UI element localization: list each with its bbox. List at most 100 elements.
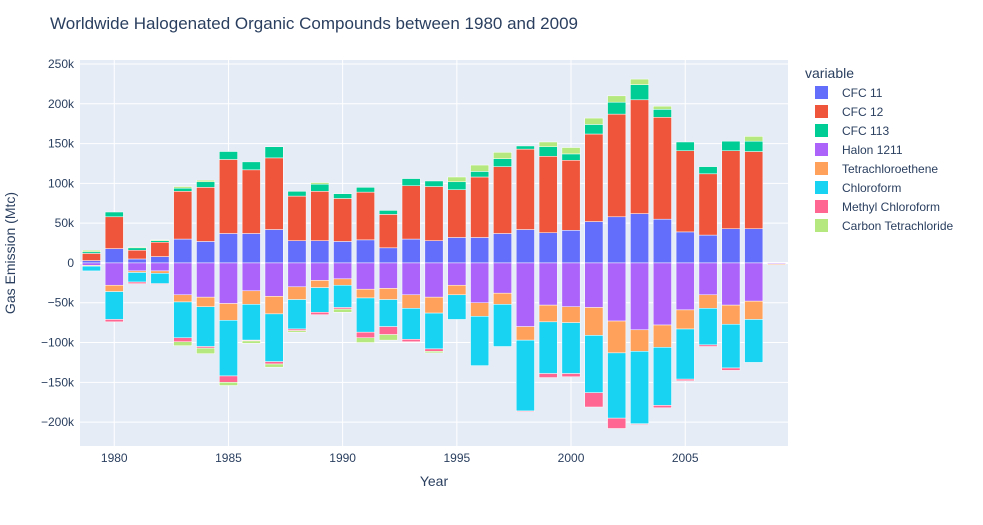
bar-cfc-11-2003 xyxy=(630,213,649,264)
bar-carbon-tetrachloride-1995 xyxy=(447,176,467,183)
bar-cfc-113-2008 xyxy=(744,140,764,152)
bar-halon-1211-2002 xyxy=(607,262,627,322)
bar-tetrachloroethene-1994 xyxy=(424,296,444,314)
bar-carbon-tetrachloride-1983 xyxy=(173,186,193,189)
bar-tetrachloroethene-2002 xyxy=(607,320,627,354)
bar-cfc-12-1980 xyxy=(104,216,124,249)
bar-carbon-tetrachloride-1981 xyxy=(127,246,147,249)
bar-chloroform-2000 xyxy=(561,322,581,374)
bar-cfc-11-1996 xyxy=(470,237,490,264)
bar-halon-1211-2004 xyxy=(653,262,672,326)
bar-methyl-chloroform-1985 xyxy=(219,375,238,383)
bar-methyl-chloroform-1993 xyxy=(401,339,421,342)
bar-chloroform-1985 xyxy=(219,320,238,377)
bar-cfc-11-1983 xyxy=(173,238,193,264)
legend-item-halon-1211[interactable]: Halon 1211 xyxy=(842,143,903,157)
y-tick-label: 50k xyxy=(55,216,75,230)
bar-chloroform-1989 xyxy=(310,287,330,313)
legend-item-tetrachloroethene[interactable]: Tetrachloroethene xyxy=(842,162,938,176)
bar-cfc-113-2007 xyxy=(721,140,741,151)
legend-swatch-tetrachloroethene[interactable] xyxy=(815,162,828,175)
bar-cfc-113-1984 xyxy=(196,181,215,188)
bar-carbon-tetrachloride-2001 xyxy=(584,117,604,125)
bar-cfc-12-1986 xyxy=(241,169,261,234)
bar-carbon-tetrachloride-1987 xyxy=(264,363,284,368)
bar-cfc-12-1995 xyxy=(447,189,467,238)
bar-cfc-12-1999 xyxy=(538,156,558,233)
bar-halon-1211-1993 xyxy=(401,262,421,296)
bar-cfc-11-1990 xyxy=(333,241,353,264)
bar-carbon-tetrachloride-1985 xyxy=(219,382,238,386)
legend-swatch-cfc-12[interactable] xyxy=(815,105,828,118)
bar-cfc-12-1982 xyxy=(150,242,170,257)
bars xyxy=(82,78,786,429)
bar-halon-1211-1988 xyxy=(287,262,307,288)
bar-halon-1211-1986 xyxy=(241,262,261,292)
bar-cfc-113-2002 xyxy=(607,101,627,115)
bar-chloroform-2007 xyxy=(721,323,741,369)
legend-item-methyl-chloroform[interactable]: Methyl Chloroform xyxy=(842,200,940,214)
bar-cfc-113-1988 xyxy=(287,191,307,197)
bar-halon-1211-1999 xyxy=(538,262,558,306)
legend-swatch-halon-1211[interactable] xyxy=(815,143,828,156)
bar-cfc-113-1999 xyxy=(538,146,558,157)
legend-swatch-carbon-tetrachloride[interactable] xyxy=(815,219,828,232)
bar-cfc-11-1991 xyxy=(356,239,375,264)
bar-cfc-11-1997 xyxy=(493,233,512,264)
bar-methyl-chloroform-1983 xyxy=(173,337,193,342)
bar-cfc-12-1991 xyxy=(356,191,375,241)
bar-methyl-chloroform-2002 xyxy=(607,417,627,429)
bar-halon-1211-1979 xyxy=(82,262,101,266)
bar-chloroform-1999 xyxy=(538,321,558,374)
bar-carbon-tetrachloride-1982 xyxy=(150,239,170,241)
bar-cfc-11-1992 xyxy=(378,247,398,264)
bar-cfc-12-1988 xyxy=(287,195,307,241)
legend-swatch-chloroform[interactable] xyxy=(815,181,828,194)
y-tick-label: −150k xyxy=(41,375,75,389)
legend-item-cfc-113[interactable]: CFC 113 xyxy=(842,124,889,138)
bar-tetrachloroethene-1985 xyxy=(219,303,238,321)
bar-cfc-11-1980 xyxy=(104,248,124,264)
bar-halon-1211-2003 xyxy=(630,262,649,331)
bar-chloroform-1998 xyxy=(515,339,535,412)
bar-cfc-113-1985 xyxy=(219,151,238,160)
bar-cfc-11-1999 xyxy=(538,232,558,264)
bar-cfc-12-2007 xyxy=(721,150,741,229)
bar-tetrachloroethene-1999 xyxy=(538,304,558,323)
bar-tetrachloroethene-1982 xyxy=(150,270,170,274)
bar-carbon-tetrachloride-1994 xyxy=(424,351,444,354)
legend-swatch-cfc-113[interactable] xyxy=(815,124,828,137)
bar-tetrachloroethene-1983 xyxy=(173,294,193,303)
bar-carbon-tetrachloride-1996 xyxy=(470,164,490,172)
bar-cfc-12-2005 xyxy=(675,150,695,233)
bar-halon-1211-1991 xyxy=(356,262,375,290)
legend-swatch-cfc-11[interactable] xyxy=(815,86,828,99)
bar-cfc-12-1993 xyxy=(401,185,421,240)
bar-carbon-tetrachloride-2003 xyxy=(630,78,649,85)
bar-halon-1211-1994 xyxy=(424,262,444,298)
x-tick-label: 1980 xyxy=(101,451,128,465)
bar-cfc-113-1983 xyxy=(173,187,193,192)
bar-cfc-12-1996 xyxy=(470,176,490,238)
bar-chloroform-1987 xyxy=(264,313,284,362)
bar-cfc-12-2002 xyxy=(607,113,627,218)
bar-tetrachloroethene-1991 xyxy=(356,288,375,299)
bar-tetrachloroethene-1984 xyxy=(196,296,215,307)
bar-cfc-11-1994 xyxy=(424,240,444,264)
legend-item-cfc-12[interactable]: CFC 12 xyxy=(842,105,884,119)
bar-cfc-113-1991 xyxy=(356,187,375,193)
bar-carbon-tetrachloride-1983 xyxy=(173,341,193,346)
legend-item-cfc-11[interactable]: CFC 11 xyxy=(842,86,883,100)
y-axis-title: Gas Emission (Mtc) xyxy=(2,192,18,314)
legend-item-carbon-tetrachloride[interactable]: Carbon Tetrachloride xyxy=(842,219,954,233)
bar-chloroform-1980 xyxy=(104,291,124,320)
legend-swatch-methyl-chloroform[interactable] xyxy=(815,200,828,213)
legend-item-chloroform[interactable]: Chloroform xyxy=(842,181,901,195)
bar-chloroform-2008 xyxy=(744,319,764,363)
bar-cfc-113-1993 xyxy=(401,178,421,186)
bar-tetrachloroethene-1998 xyxy=(515,326,535,341)
bar-tetrachloroethene-2000 xyxy=(561,306,581,323)
bar-tetrachloroethene-1980 xyxy=(104,284,124,292)
bar-cfc-113-2006 xyxy=(698,166,718,175)
bar-halon-1211-1996 xyxy=(470,262,490,303)
